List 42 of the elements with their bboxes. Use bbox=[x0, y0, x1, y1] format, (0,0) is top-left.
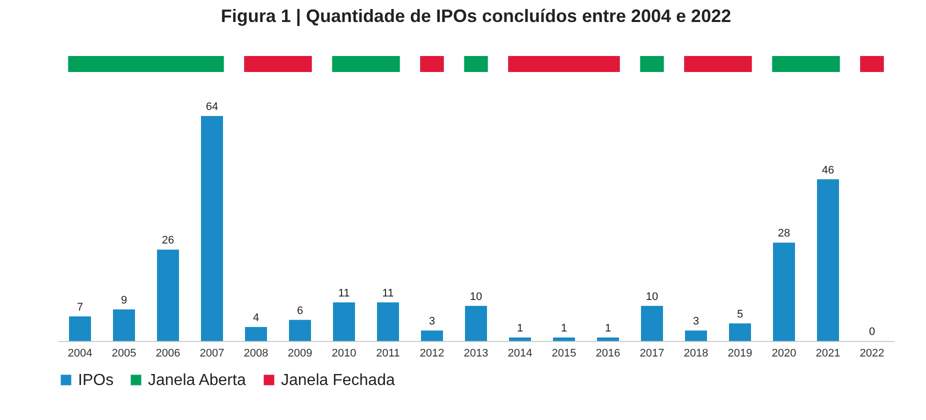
data-label: 46 bbox=[822, 164, 834, 176]
data-label: 7 bbox=[76, 301, 84, 314]
data-label: 1 bbox=[604, 322, 612, 334]
data-label: 10 bbox=[646, 290, 658, 303]
legend-label: IPOs bbox=[78, 372, 114, 389]
x-tick-label: 2016 bbox=[596, 348, 620, 360]
x-tick-label: 2006 bbox=[156, 348, 180, 360]
x-tick-label: 2009 bbox=[288, 348, 312, 360]
data-label: 64 bbox=[206, 101, 218, 113]
x-tick-label: 2007 bbox=[200, 348, 224, 360]
x-tick-label: 2015 bbox=[552, 348, 576, 360]
x-tick-label: 2019 bbox=[728, 348, 752, 360]
x-tick-label: 2012 bbox=[420, 348, 444, 360]
data-label: 3 bbox=[428, 315, 436, 328]
data-label: 6 bbox=[296, 304, 304, 317]
x-tick-label: 2004 bbox=[68, 348, 92, 360]
x-tick-label: 2011 bbox=[376, 348, 400, 360]
legend-label: Janela Aberta bbox=[148, 372, 246, 389]
data-label: 9 bbox=[120, 294, 128, 306]
data-label: 1 bbox=[516, 322, 524, 334]
x-tick-label: 2020 bbox=[772, 348, 796, 360]
x-tick-label: 2017 bbox=[640, 348, 664, 360]
legend-label: Janela Fechada bbox=[281, 372, 395, 389]
data-label: 3 bbox=[692, 315, 700, 328]
data-label: 0 bbox=[868, 326, 876, 338]
x-tick-label: 2021 bbox=[816, 348, 840, 360]
x-tick-label: 2008 bbox=[244, 348, 268, 360]
x-tick-label: 2013 bbox=[464, 348, 488, 360]
data-label: 11 bbox=[382, 287, 394, 300]
x-tick-label: 2014 bbox=[508, 348, 532, 360]
x-tick-label: 2018 bbox=[684, 348, 708, 360]
data-label: 11 bbox=[338, 287, 350, 300]
chart-title: Figura 1 | Quantidade de IPOs concluídos entre 2004 e 2022 bbox=[220, 6, 732, 26]
data-label: 26 bbox=[162, 234, 174, 247]
x-tick-label: 2005 bbox=[112, 348, 136, 360]
data-label: 10 bbox=[470, 290, 482, 303]
x-tick-label: 2022 bbox=[860, 348, 884, 360]
x-tick-label: 2010 bbox=[332, 348, 356, 360]
data-label: 4 bbox=[252, 312, 260, 324]
data-label: 28 bbox=[778, 228, 790, 240]
data-label: 1 bbox=[560, 322, 568, 334]
data-label: 5 bbox=[736, 308, 744, 320]
